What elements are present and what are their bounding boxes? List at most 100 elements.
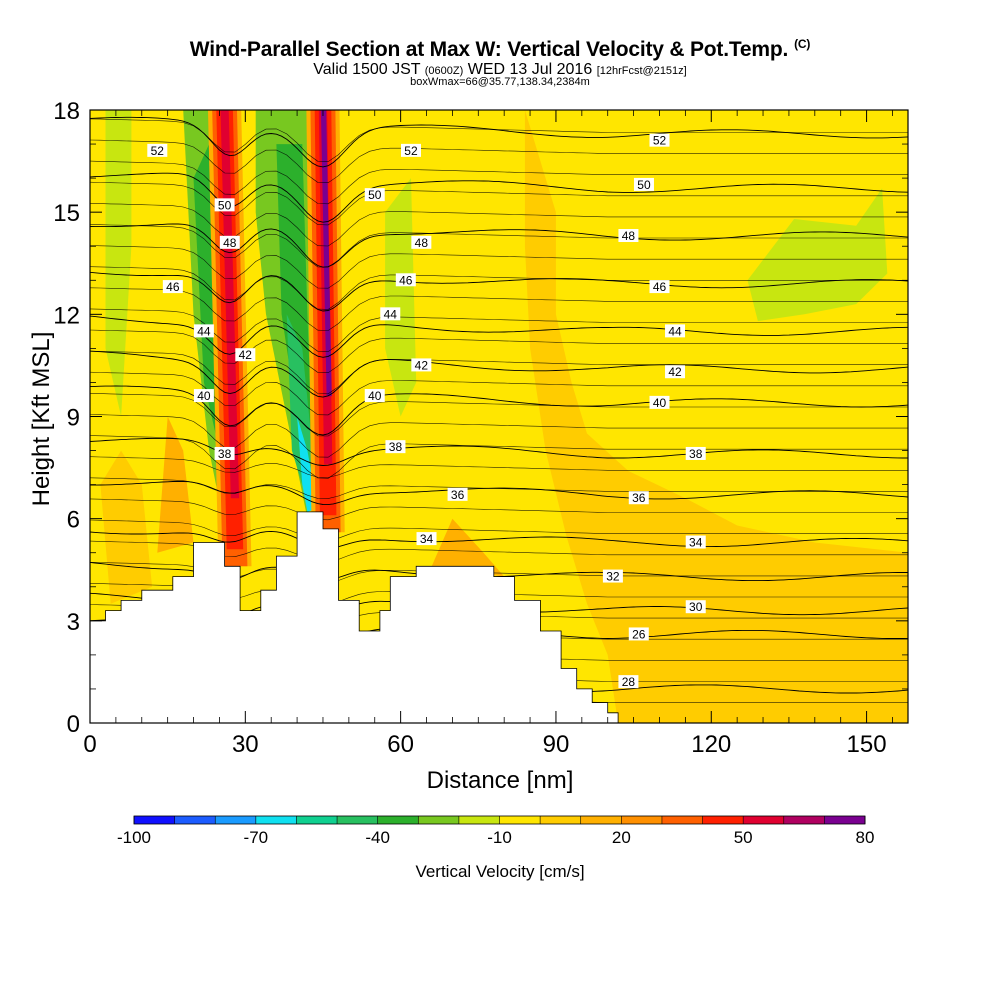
theta-contour-46 bbox=[90, 271, 908, 312]
colorbar-label: Vertical Velocity [cm/s] bbox=[415, 862, 585, 881]
colorbar-swatch bbox=[134, 816, 176, 824]
contour-label: 50 bbox=[218, 198, 232, 212]
colorbar-swatch bbox=[824, 816, 866, 824]
field-downdraft-west-edge bbox=[105, 110, 132, 417]
contour-label: 52 bbox=[653, 134, 667, 148]
contour-label: 38 bbox=[389, 440, 403, 454]
contour-label-bg bbox=[219, 235, 240, 249]
contour-label: 44 bbox=[668, 324, 682, 338]
contour-label-bg bbox=[193, 324, 214, 338]
y-tick-label: 9 bbox=[67, 405, 80, 432]
colorbar-swatch bbox=[215, 816, 257, 824]
contour-label: 34 bbox=[420, 532, 434, 546]
y-tick-label: 12 bbox=[53, 302, 80, 329]
theta-contour-36 bbox=[90, 480, 908, 506]
y-tick-label: 6 bbox=[67, 507, 80, 534]
contour-label-bg bbox=[235, 348, 256, 362]
x-tick-label: 120 bbox=[691, 731, 731, 758]
contour-label: 46 bbox=[399, 273, 413, 287]
contour-label-bg bbox=[364, 188, 385, 202]
colorbar-swatch bbox=[580, 816, 622, 824]
plot-area: 52 52 52 50 50 50 48 48 48 46 46 46 44 44 44 42 42 42 40 40… bbox=[90, 110, 908, 723]
contour-label-bg bbox=[193, 389, 214, 403]
contour-label-bg bbox=[649, 280, 670, 294]
contour-label: 28 bbox=[622, 675, 636, 689]
contour-label: 40 bbox=[653, 396, 667, 410]
colorbar-swatch bbox=[377, 816, 419, 824]
y-tick-label: 0 bbox=[67, 711, 80, 738]
field-weak-downdraft-east bbox=[747, 188, 888, 322]
x-tick-label: 150 bbox=[847, 731, 887, 758]
field-updraft-ridge bbox=[431, 518, 505, 577]
contour-label: 40 bbox=[368, 389, 382, 403]
colorbar-tick-label: 50 bbox=[734, 828, 753, 847]
colorbar-tick-label: -10 bbox=[487, 828, 512, 847]
contour-label: 36 bbox=[451, 488, 465, 502]
contour-label-bg bbox=[400, 143, 421, 157]
contour-label-bg bbox=[385, 440, 406, 454]
contour-label-bg bbox=[411, 235, 432, 249]
contour-label: 50 bbox=[368, 188, 382, 202]
colorbar-swatch bbox=[337, 816, 379, 824]
contour-label-bg bbox=[411, 358, 432, 372]
colorbar-swatch bbox=[661, 816, 704, 824]
theta-contour-minor bbox=[90, 181, 908, 226]
contour-label: 42 bbox=[415, 358, 429, 372]
theta-contour-minor bbox=[90, 245, 908, 289]
contour-label-bg bbox=[162, 280, 183, 294]
colorbar-swatch bbox=[702, 816, 744, 824]
theta-contour-minor bbox=[90, 266, 908, 310]
colorbar-swatch bbox=[499, 816, 541, 824]
theta-contour-52 bbox=[90, 116, 908, 168]
colorbar-swatch bbox=[783, 816, 825, 824]
colorbar-swatch bbox=[255, 816, 297, 824]
contour-label-bg bbox=[665, 324, 686, 338]
theta-contour-48 bbox=[90, 223, 908, 268]
theta-contour-minor bbox=[90, 350, 908, 395]
theta-contour-minor bbox=[90, 540, 908, 563]
colorbar-tick-label: 80 bbox=[856, 828, 875, 847]
colorbar-tick-label: -100 bbox=[117, 828, 151, 847]
contour-label: 44 bbox=[197, 324, 211, 338]
theta-contour-34 bbox=[90, 530, 908, 549]
contour-label-bg bbox=[447, 487, 468, 501]
field-downdraft-1-core bbox=[193, 144, 220, 451]
contour-label: 34 bbox=[689, 536, 703, 550]
contour-label: 48 bbox=[223, 236, 237, 250]
colorbar-swatch bbox=[540, 816, 582, 824]
contour-label-bg bbox=[628, 627, 649, 641]
contour-label: 26 bbox=[632, 627, 646, 641]
theta-contour-minor bbox=[90, 519, 908, 542]
theta-contour-minor bbox=[90, 287, 908, 331]
contour-label: 48 bbox=[622, 229, 636, 243]
colorbar-swatch bbox=[296, 816, 338, 824]
contour-label-bg bbox=[380, 307, 401, 321]
contour-label: 38 bbox=[689, 447, 703, 461]
contour-label-bg bbox=[618, 229, 639, 243]
y-tick-label: 15 bbox=[53, 200, 80, 227]
contour-label: 48 bbox=[415, 236, 429, 250]
contour-label-bg bbox=[628, 491, 649, 505]
field-updraft-west-small bbox=[157, 416, 194, 553]
contour-label: 36 bbox=[632, 491, 646, 505]
contour-label-bg bbox=[214, 198, 235, 212]
colorbar-swatch bbox=[174, 816, 216, 824]
contour-label-bg bbox=[685, 446, 706, 460]
contour-label: 38 bbox=[218, 447, 232, 461]
contour-label: 52 bbox=[404, 144, 418, 158]
chart-box-info: boxWmax=66@35.77,138.34,2384m bbox=[410, 76, 590, 88]
chart-title: Wind-Parallel Section at Max W: Vertical… bbox=[189, 37, 811, 61]
colorbar-tick-label: 20 bbox=[612, 828, 631, 847]
contour-label-bg bbox=[618, 675, 639, 689]
x-tick-label: 0 bbox=[83, 731, 96, 758]
x-tick-label: 90 bbox=[543, 731, 570, 758]
colorbar-swatch bbox=[621, 816, 663, 824]
contour-label-bg bbox=[364, 389, 385, 403]
contour-label-bg bbox=[665, 365, 686, 379]
colorbar-swatch bbox=[743, 816, 785, 824]
field-downdraft-3 bbox=[385, 178, 417, 417]
chart-subtitle: Valid 1500 JST (0600Z) WED 13 Jul 2016 [… bbox=[313, 61, 687, 78]
theta-contour-minor bbox=[90, 393, 908, 437]
contour-label-bg bbox=[147, 143, 168, 157]
x-axis-label: Distance [nm] bbox=[426, 767, 574, 794]
